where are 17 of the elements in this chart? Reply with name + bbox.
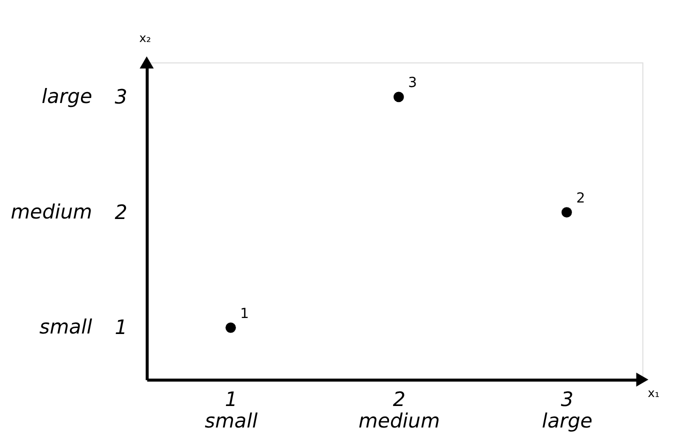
annotation: 2 [576, 190, 586, 206]
point [226, 322, 236, 333]
x-tick-label: 3 large [542, 388, 592, 433]
x-tick-label: 2 medium [358, 388, 440, 433]
y-tick-label: 3 [114, 85, 128, 108]
y-axis-title: x₂ [139, 31, 152, 46]
text: medium [10, 200, 92, 224]
annotation: 3 [408, 75, 418, 92]
x-tick-label: 1 small [204, 388, 258, 433]
text: large [42, 84, 92, 108]
y-tick-label: 1 [114, 316, 128, 340]
text: small [39, 316, 93, 339]
point [562, 207, 572, 218]
y-tick-label: 2 [114, 200, 128, 224]
x-axis-title: x₁ [648, 386, 660, 400]
annotation: 1 [240, 306, 249, 322]
point [394, 92, 404, 102]
